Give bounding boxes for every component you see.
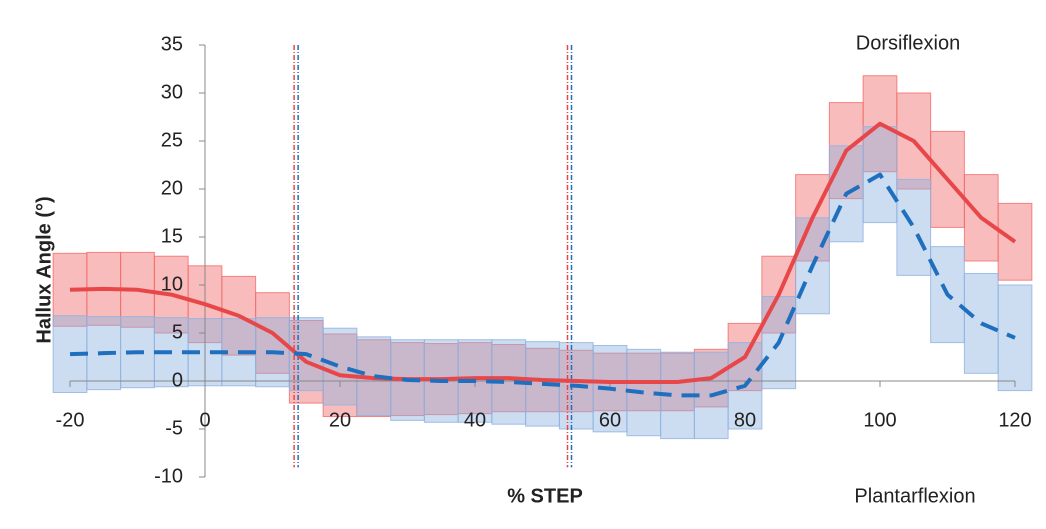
y-tick-label: -10 — [154, 465, 183, 487]
x-tick-label: 100 — [863, 409, 896, 431]
error-bar — [862, 75, 898, 173]
error-bar — [322, 327, 358, 406]
x-tick-label: 40 — [464, 409, 486, 431]
y-tick-label: 20 — [161, 177, 183, 199]
y-tick-label: 30 — [161, 81, 183, 103]
y-tick-label: 35 — [161, 33, 183, 55]
x-tick-label: 60 — [599, 409, 621, 431]
mean-line — [69, 172, 1016, 398]
annotation: Dorsiflexion — [856, 32, 960, 54]
x-tick-label: 0 — [199, 409, 210, 431]
y-tick-label: 15 — [161, 225, 183, 247]
y-tick-label: 0 — [172, 369, 183, 391]
x-tick-label: 80 — [734, 409, 756, 431]
x-tick-label: 20 — [329, 409, 351, 431]
y-tick-label: -5 — [165, 417, 183, 439]
error-bar — [896, 178, 932, 276]
annotation: Plantarflexion — [854, 485, 975, 507]
y-axis-label: Hallux Angle (°) — [33, 196, 55, 343]
mean-line — [69, 121, 1017, 384]
y-tick-label: 5 — [172, 321, 183, 343]
y-tick-label: 10 — [161, 273, 183, 295]
x-axis-label: % STEP — [507, 485, 583, 507]
y-tick-label: 25 — [161, 129, 183, 151]
x-tick-label: -20 — [56, 409, 85, 431]
x-tick-label: 120 — [998, 409, 1031, 431]
